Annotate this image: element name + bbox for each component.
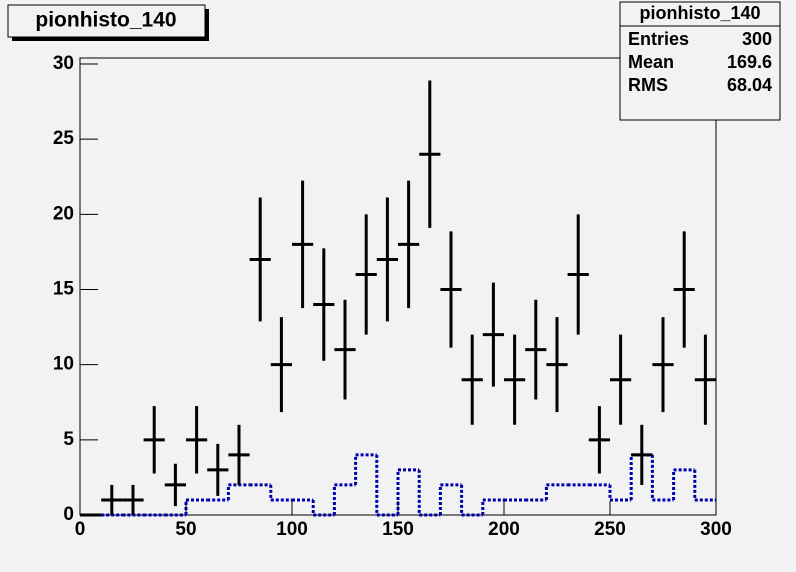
stats-label: Entries	[628, 29, 689, 49]
x-tick-label: 0	[75, 519, 86, 540]
y-tick-label: 20	[53, 203, 74, 224]
y-tick-label: 15	[53, 279, 75, 300]
y-tick-label: 0	[63, 504, 74, 525]
y-tick-label: 25	[53, 128, 75, 149]
y-tick-label: 10	[53, 354, 74, 375]
x-tick-label: 250	[594, 519, 626, 540]
x-tick-label: 100	[276, 519, 308, 540]
title-box	[7, 4, 206, 38]
stats-label: Mean	[628, 52, 674, 72]
x-tick-label: 50	[175, 519, 196, 540]
chart-title: pionhisto_140	[35, 9, 176, 32]
x-tick-label: 300	[700, 519, 732, 540]
y-tick-label: 5	[63, 429, 74, 450]
stats-value: 300	[742, 29, 772, 49]
x-tick-label: 150	[382, 519, 414, 540]
y-tick-label: 30	[53, 53, 74, 74]
stats-value: 169.6	[727, 52, 772, 72]
stats-title: pionhisto_140	[639, 3, 760, 23]
stats-value: 68.04	[727, 75, 772, 95]
stats-label: RMS	[628, 75, 668, 95]
x-tick-label: 200	[488, 519, 520, 540]
stats-box	[619, 1, 781, 121]
